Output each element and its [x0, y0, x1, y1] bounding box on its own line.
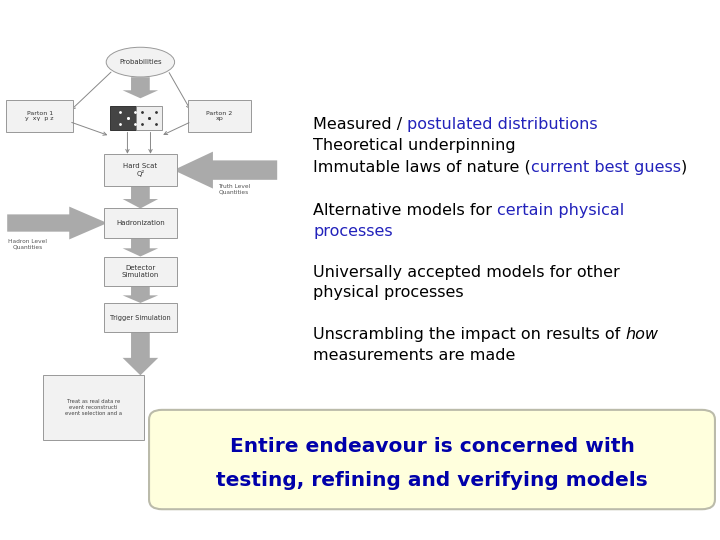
Text: testing, refining and verifying models: testing, refining and verifying models: [216, 471, 648, 490]
FancyBboxPatch shape: [136, 106, 162, 130]
Text: Parton 2
xp: Parton 2 xp: [207, 111, 233, 122]
FancyBboxPatch shape: [6, 100, 73, 132]
Polygon shape: [122, 329, 158, 375]
Polygon shape: [122, 184, 158, 208]
Text: Detector
Simulation: Detector Simulation: [122, 265, 159, 278]
FancyBboxPatch shape: [110, 106, 136, 130]
Text: Truth Level
Quantities: Truth Level Quantities: [218, 184, 250, 194]
Text: postulated distributions: postulated distributions: [408, 117, 598, 132]
Text: current best guess: current best guess: [531, 160, 681, 175]
Text: Treat as real data re
event reconstructi
event selection and a: Treat as real data re event reconstructi…: [65, 400, 122, 416]
Polygon shape: [122, 283, 158, 303]
FancyBboxPatch shape: [104, 303, 177, 332]
Text: Probabilities: Probabilities: [119, 59, 162, 65]
FancyBboxPatch shape: [43, 375, 144, 440]
Text: ): ): [681, 160, 687, 175]
Text: Entire endeavour is concerned with: Entire endeavour is concerned with: [230, 437, 634, 456]
Text: processes: processes: [313, 224, 393, 239]
Polygon shape: [122, 235, 158, 256]
FancyBboxPatch shape: [188, 100, 251, 132]
Text: Trigger Simulation: Trigger Simulation: [110, 314, 171, 321]
FancyBboxPatch shape: [104, 256, 177, 286]
Polygon shape: [174, 152, 277, 188]
Text: measurements are made: measurements are made: [313, 348, 516, 363]
Text: Hard Scat
Q²: Hard Scat Q²: [123, 163, 158, 177]
Polygon shape: [7, 207, 107, 239]
Text: physical processes: physical processes: [313, 285, 464, 300]
FancyBboxPatch shape: [104, 208, 177, 238]
FancyBboxPatch shape: [149, 410, 715, 509]
Text: Parton 1
y  xγ  p z: Parton 1 y xγ p z: [25, 111, 54, 122]
Text: certain physical: certain physical: [498, 203, 624, 218]
Text: Hadronization: Hadronization: [116, 220, 165, 226]
Text: Immutable laws of nature (: Immutable laws of nature (: [313, 160, 531, 175]
Text: Theoretical underpinning: Theoretical underpinning: [313, 138, 516, 153]
Text: Measured /: Measured /: [313, 117, 408, 132]
Text: Alternative models for: Alternative models for: [313, 203, 498, 218]
Polygon shape: [122, 77, 158, 98]
Text: Unscrambling the impact on results of: Unscrambling the impact on results of: [313, 327, 626, 342]
Text: how: how: [626, 327, 659, 342]
Text: Universally accepted models for other: Universally accepted models for other: [313, 265, 620, 280]
FancyBboxPatch shape: [104, 154, 177, 186]
Ellipse shape: [107, 47, 175, 77]
Text: Hadron Level
Quantities: Hadron Level Quantities: [8, 239, 47, 249]
